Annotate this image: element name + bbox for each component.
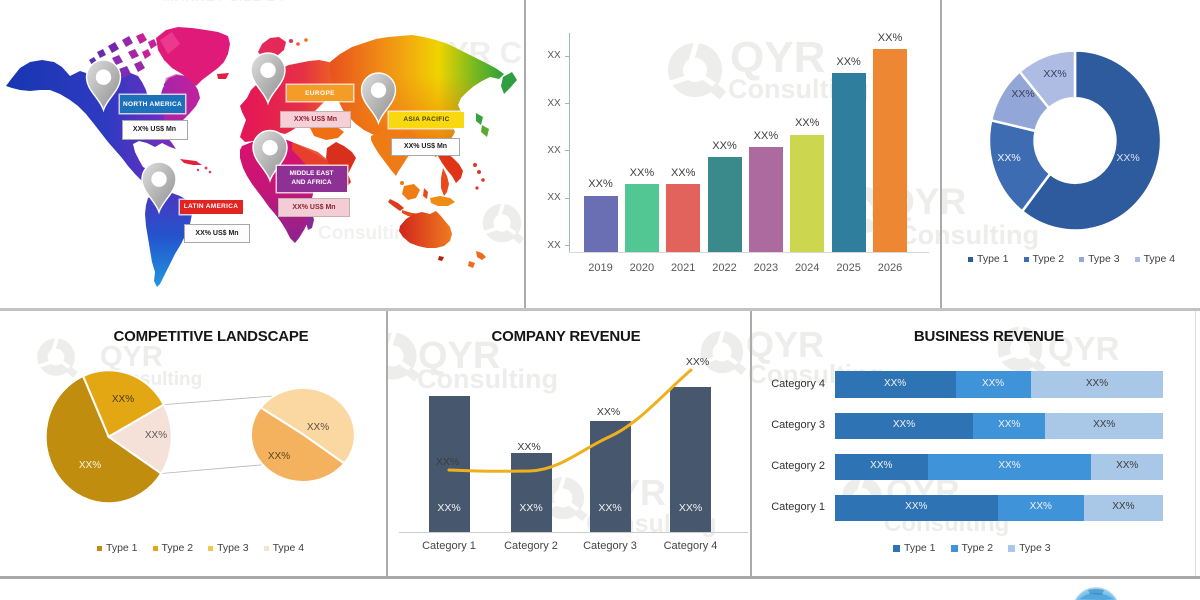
svg-text:QYR: QYR <box>100 341 163 373</box>
svg-text:XX%: XX% <box>1116 152 1139 164</box>
svg-text:Consulting: Consulting <box>417 364 558 394</box>
svg-text:QYR: QYR <box>730 33 825 82</box>
svg-text:QYR: QYR <box>1048 330 1120 367</box>
svg-text:XX%: XX% <box>1043 68 1066 80</box>
svg-text:QYR: QYR <box>746 324 824 365</box>
svg-text:XX%: XX% <box>112 394 134 405</box>
svg-text:Consulting: Consulting <box>318 223 417 244</box>
svg-text:Consulting: Consulting <box>898 220 1039 250</box>
svg-text:XX%: XX% <box>997 152 1020 164</box>
svg-text:XX%: XX% <box>1011 88 1034 100</box>
svg-text:XX%: XX% <box>307 422 329 433</box>
svg-text:XX%: XX% <box>268 451 290 462</box>
svg-text:XX%: XX% <box>145 430 167 441</box>
svg-text:XX%: XX% <box>79 460 101 471</box>
svg-text:QYR: QYR <box>418 335 500 377</box>
